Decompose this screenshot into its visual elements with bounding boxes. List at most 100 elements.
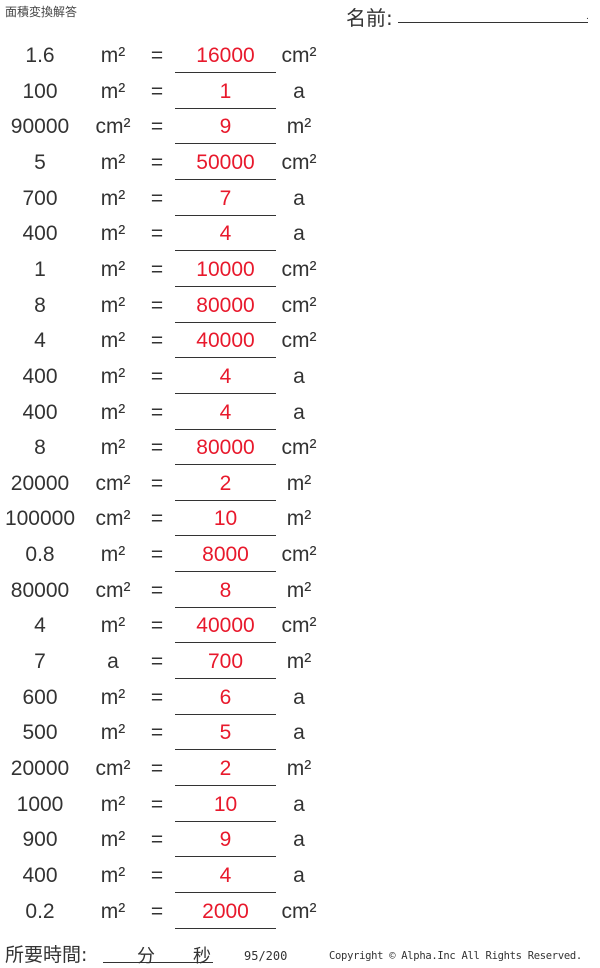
- problem-value: 8: [34, 436, 46, 460]
- from-unit: m²: [100, 222, 126, 246]
- answer-value: 5: [219, 721, 232, 745]
- answer-line: [175, 856, 276, 858]
- answer-value: 10: [213, 792, 238, 816]
- equals-sign: =: [150, 150, 164, 174]
- problem-value: 1: [34, 257, 46, 281]
- time-field[interactable]: [103, 962, 213, 963]
- answer-value: 2: [219, 471, 232, 495]
- to-unit: m²: [286, 471, 312, 495]
- time-label: 所要時間:: [5, 944, 88, 966]
- problem-value: 5: [34, 150, 46, 174]
- problem-value: 4: [34, 329, 46, 353]
- name-label: 名前:: [346, 6, 393, 30]
- answer-line: [175, 891, 276, 893]
- answer-value: 4: [219, 863, 232, 887]
- answer-line: [175, 749, 276, 751]
- problem-value: 400: [22, 222, 58, 246]
- answer-value: 7: [219, 186, 232, 210]
- from-unit: cm²: [95, 507, 131, 531]
- from-unit: cm²: [95, 471, 131, 495]
- to-unit: a: [293, 364, 305, 388]
- problem-value: 700: [22, 186, 58, 210]
- equals-sign: =: [150, 436, 164, 460]
- to-unit: a: [293, 186, 305, 210]
- answer-line: [175, 72, 276, 73]
- to-unit: m²: [286, 578, 312, 602]
- name-field[interactable]: [398, 22, 588, 23]
- problem-value: 1.6: [25, 44, 55, 67]
- from-unit: m²: [100, 543, 126, 567]
- problem-row: 20000 cm² = 2 m²: [0, 471, 340, 507]
- to-unit: a: [293, 863, 305, 887]
- to-unit: cm²: [281, 543, 317, 567]
- answer-line: [175, 214, 276, 216]
- from-unit: m²: [100, 721, 126, 745]
- to-unit: cm²: [281, 329, 317, 353]
- from-unit: m²: [100, 792, 126, 816]
- answer-value: 16000: [196, 44, 255, 67]
- problem-row: 700 m² = 7 a: [0, 186, 340, 222]
- from-unit: m²: [100, 329, 126, 353]
- equals-sign: =: [150, 507, 164, 531]
- problem-row: 1000 m² = 10 a: [0, 792, 340, 828]
- answer-line: [175, 713, 276, 715]
- to-unit: a: [293, 792, 305, 816]
- problem-row: 100000 cm² = 10 m²: [0, 506, 340, 542]
- equals-sign: =: [150, 222, 164, 246]
- copyright: Copyright © Alpha.Inc All Rights Reserve…: [329, 950, 582, 962]
- worksheet-title: 面積変換解答: [5, 5, 78, 19]
- from-unit: m²: [100, 899, 126, 923]
- problem-value: 8: [34, 293, 46, 317]
- answer-line: [175, 571, 276, 573]
- problem-row: 900 m² = 9 a: [0, 827, 340, 863]
- equals-sign: =: [150, 471, 164, 495]
- to-unit: m²: [286, 650, 312, 674]
- to-unit: m²: [286, 115, 312, 139]
- answer-line: [175, 178, 276, 180]
- problem-value: 0.2: [25, 899, 55, 923]
- from-unit: m²: [100, 150, 126, 174]
- equals-sign: =: [150, 257, 164, 281]
- answer-value: 50000: [196, 150, 255, 174]
- problem-value: 20000: [10, 757, 70, 780]
- to-unit: cm²: [281, 150, 317, 174]
- problem-row: 500 m² = 5 a: [0, 720, 340, 756]
- problem-row: 80000 cm² = 8 m²: [0, 578, 340, 614]
- equals-sign: =: [150, 614, 164, 638]
- answer-value: 2: [219, 757, 232, 780]
- answer-line: [175, 428, 276, 430]
- problem-value: 4: [34, 614, 46, 638]
- problem-row: 7 a = 700 m²: [0, 649, 340, 685]
- answer-line: [175, 820, 276, 822]
- to-unit: cm²: [281, 44, 317, 67]
- problem-row: 400 m² = 4 a: [0, 400, 340, 436]
- answer-line: [175, 499, 276, 501]
- from-unit: m²: [100, 436, 126, 460]
- minutes-label: 分: [137, 946, 155, 967]
- answer-value: 10000: [196, 257, 255, 281]
- answer-line: [175, 678, 276, 680]
- problem-row: 1.6 m² = 16000 cm²: [0, 43, 340, 79]
- problem-value: 90000: [10, 115, 70, 139]
- answer-line: [175, 392, 276, 394]
- problem-value: 0.8: [25, 543, 55, 567]
- answer-line: [175, 927, 276, 929]
- problem-value: 80000: [10, 578, 70, 602]
- equals-sign: =: [150, 293, 164, 317]
- from-unit: m²: [100, 828, 126, 852]
- problem-value: 7: [34, 650, 46, 674]
- from-unit: cm²: [95, 115, 131, 139]
- problem-row: 0.8 m² = 8000 cm²: [0, 542, 340, 578]
- equals-sign: =: [150, 79, 164, 103]
- to-unit: cm²: [281, 293, 317, 317]
- from-unit: m²: [100, 364, 126, 388]
- equals-sign: =: [150, 543, 164, 567]
- answer-value: 4: [219, 222, 232, 246]
- answer-line: [175, 535, 276, 537]
- equals-sign: =: [150, 115, 164, 139]
- to-unit: cm²: [281, 436, 317, 460]
- equals-sign: =: [150, 186, 164, 210]
- from-unit: a: [107, 650, 119, 674]
- problem-row: 4 m² = 40000 cm²: [0, 613, 340, 649]
- problem-row: 8 m² = 80000 cm²: [0, 293, 340, 329]
